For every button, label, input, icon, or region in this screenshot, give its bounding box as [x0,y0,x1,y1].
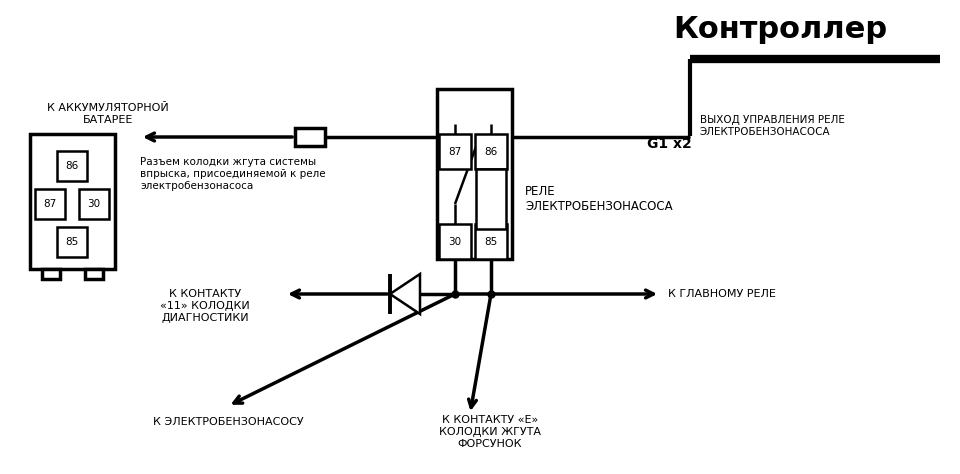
Text: РЕЛЕ
ЭЛЕКТРОБЕНЗОНАСОСА: РЕЛЕ ЭЛЕКТРОБЕНЗОНАСОСА [525,185,673,213]
Bar [476,169,506,229]
Text: К ГЛАВНОМУ РЕЛЕ: К ГЛАВНОМУ РЕЛЕ [668,289,776,299]
Text: К КОНТАКТУ «Е»
КОЛОДКИ ЖГУТА
ФОРСУНОК: К КОНТАКТУ «Е» КОЛОДКИ ЖГУТА ФОРСУНОК [439,415,541,448]
Bar [35,189,65,219]
Bar [57,151,87,181]
Polygon shape [390,274,420,314]
Bar [475,134,507,169]
Bar [57,227,87,257]
Text: 87: 87 [43,199,57,209]
Text: Контроллер: Контроллер [673,15,887,44]
Text: 30: 30 [87,199,101,209]
Text: G1 x2: G1 x2 [647,137,692,151]
Bar [79,189,109,219]
Text: К ЭЛЕКТРОБЕНЗОНАСОСУ: К ЭЛЕКТРОБЕНЗОНАСОСУ [153,417,303,427]
Text: К АККУМУЛЯТОРНОЙ
БАТАРЕЕ: К АККУМУЛЯТОРНОЙ БАТАРЕЕ [47,103,169,125]
Bar [439,224,471,259]
Bar [295,128,325,146]
Bar [42,269,60,279]
Text: 30: 30 [448,237,462,247]
Text: 86: 86 [65,161,79,171]
Text: 86: 86 [485,147,497,157]
Text: 85: 85 [65,237,79,247]
Bar [85,269,103,279]
Bar [439,134,471,169]
Text: 87: 87 [448,147,462,157]
Text: К КОНТАКТУ
«11» КОЛОДКИ
ДИАГНОСТИКИ: К КОНТАКТУ «11» КОЛОДКИ ДИАГНОСТИКИ [160,289,250,323]
Bar [30,134,115,269]
Text: 85: 85 [485,237,497,247]
Bar [437,89,512,259]
Bar [475,224,507,259]
Text: Разъем колодки жгута системы
впрыска, присоединяемой к реле
электробензонасоса: Разъем колодки жгута системы впрыска, пр… [140,157,325,191]
Text: ВЫХОД УПРАВЛЕНИЯ РЕЛЕ
ЭЛЕКТРОБЕНЗОНАСОСА: ВЫХОД УПРАВЛЕНИЯ РЕЛЕ ЭЛЕКТРОБЕНЗОНАСОСА [700,115,845,137]
